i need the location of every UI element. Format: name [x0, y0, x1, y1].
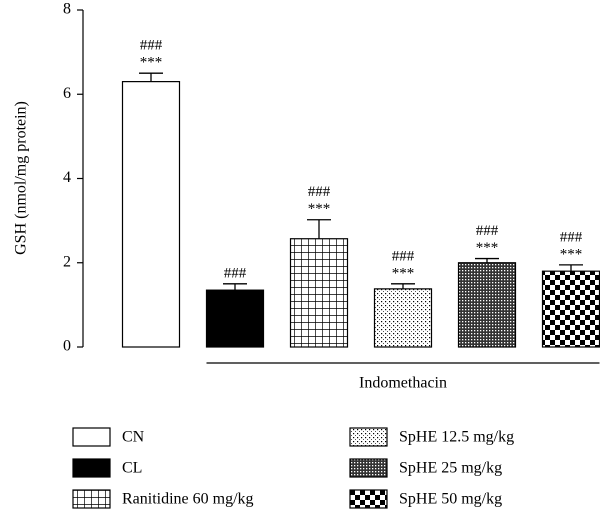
y-tick-label: 2 — [63, 253, 71, 270]
significance-label: ### — [308, 184, 331, 200]
legend-swatch — [72, 458, 111, 478]
legend-label: CL — [122, 460, 142, 477]
significance-label: *** — [140, 55, 163, 71]
significance-label: ### — [560, 229, 583, 245]
bar — [205, 289, 265, 348]
legend-swatch — [349, 427, 388, 447]
bar — [457, 262, 517, 348]
legend-label: SpHE 25 mg/kg — [399, 460, 502, 477]
group-label: Indomethacin — [359, 375, 447, 392]
bar — [121, 81, 181, 348]
y-tick-label: 6 — [63, 85, 71, 102]
legend-label: SpHE 50 mg/kg — [399, 491, 502, 508]
significance-label: *** — [476, 240, 499, 256]
significance-label: *** — [308, 201, 331, 217]
legend-swatch — [349, 458, 388, 478]
significance-label: ### — [140, 38, 163, 54]
significance-label: ### — [224, 265, 247, 281]
y-tick-label: 8 — [63, 1, 71, 18]
significance-label: ### — [392, 248, 415, 264]
legend-label: Ranitidine 60 mg/kg — [122, 491, 254, 508]
y-axis-label: GSH (nmol/mg protein) — [13, 101, 30, 255]
significance-label: *** — [392, 265, 415, 281]
significance-label: ### — [476, 223, 499, 239]
legend-swatch — [349, 489, 388, 509]
legend-swatch — [72, 489, 111, 509]
bar — [541, 270, 600, 348]
significance-label: *** — [560, 246, 583, 262]
y-tick-label: 4 — [63, 169, 71, 186]
legend-label: CN — [122, 429, 145, 446]
bar — [373, 288, 433, 348]
bar — [289, 238, 349, 348]
y-tick-label: 0 — [63, 338, 71, 355]
legend-label: SpHE 12.5 mg/kg — [399, 429, 514, 446]
legend-swatch — [72, 427, 111, 447]
